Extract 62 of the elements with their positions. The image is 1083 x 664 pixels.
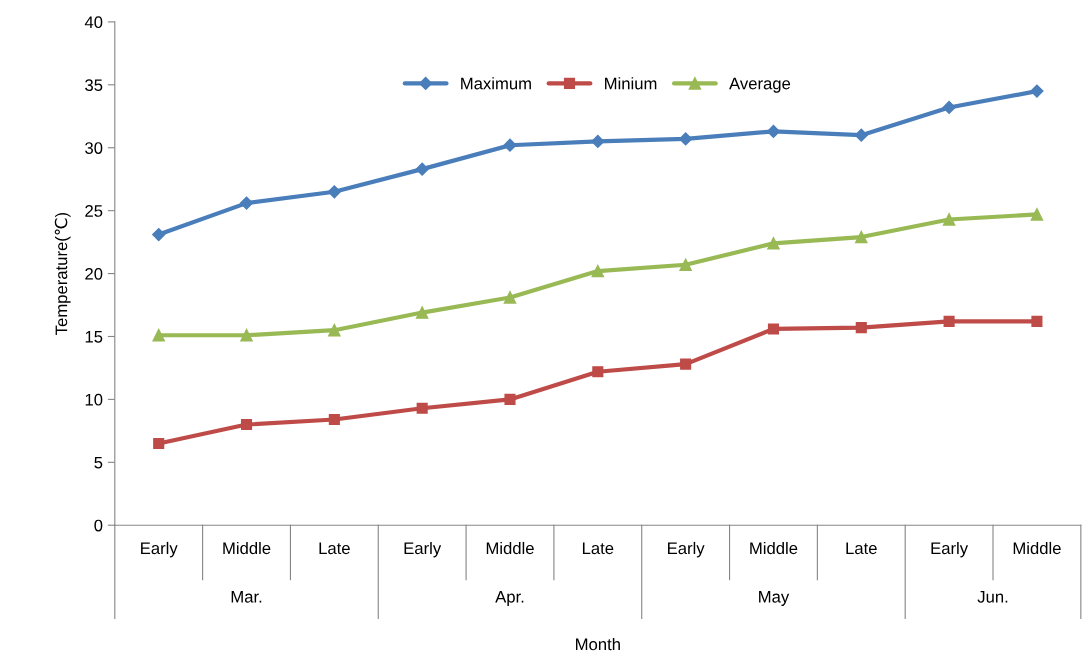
point bbox=[152, 328, 165, 342]
point bbox=[855, 322, 867, 334]
x-tick-label: Late bbox=[846, 542, 877, 555]
point bbox=[239, 196, 254, 210]
text: Jun. bbox=[977, 591, 1008, 603]
point bbox=[767, 237, 780, 250]
x-tick-label: Early bbox=[404, 541, 442, 558]
text: Mar. bbox=[231, 591, 262, 603]
point bbox=[766, 124, 781, 138]
y-axis-title: Temperature(℃) bbox=[54, 212, 71, 335]
point bbox=[503, 291, 517, 304]
point bbox=[1030, 208, 1044, 221]
y-tick-label: 5 bbox=[94, 456, 103, 469]
point bbox=[1031, 315, 1043, 327]
point bbox=[503, 138, 517, 152]
y-tick-label: 35 bbox=[85, 79, 103, 92]
point bbox=[679, 132, 693, 146]
legend-label: Maximum bbox=[461, 77, 531, 90]
point bbox=[591, 134, 605, 149]
y-tick-label: 0 bbox=[94, 519, 103, 532]
legend-label: Minium bbox=[605, 77, 657, 90]
point bbox=[153, 437, 165, 449]
point bbox=[152, 227, 166, 242]
y-tick-label: 40 bbox=[84, 16, 103, 29]
text: Apr. bbox=[495, 591, 524, 606]
x-tick-label: Middle bbox=[750, 541, 798, 555]
point bbox=[1030, 84, 1044, 98]
x-tick-label: Late bbox=[582, 542, 614, 555]
point bbox=[415, 306, 429, 319]
x-axis-title: Month bbox=[576, 637, 620, 651]
legend-label: Average bbox=[729, 77, 791, 93]
x-tick-label: Early bbox=[141, 541, 178, 558]
x-tick-label: Middle bbox=[486, 541, 534, 555]
point bbox=[240, 328, 253, 342]
point bbox=[680, 358, 692, 370]
point bbox=[854, 128, 868, 142]
point bbox=[855, 230, 868, 244]
point bbox=[592, 366, 604, 378]
point bbox=[767, 323, 780, 335]
text: May bbox=[759, 591, 790, 606]
point bbox=[504, 393, 516, 405]
point bbox=[415, 162, 429, 176]
point bbox=[942, 100, 956, 115]
point bbox=[240, 419, 253, 431]
point bbox=[942, 213, 956, 226]
point bbox=[591, 264, 605, 278]
y-tick-label: 30 bbox=[85, 142, 103, 154]
y-tick-label: 15 bbox=[85, 331, 103, 343]
point bbox=[328, 413, 340, 426]
point bbox=[327, 185, 341, 199]
y-tick-label: 20 bbox=[85, 267, 103, 280]
y-tick-label: 25 bbox=[85, 205, 103, 217]
point bbox=[943, 315, 955, 327]
x-tick-label: Middle bbox=[1013, 541, 1061, 555]
y-tick-label: 10 bbox=[85, 393, 103, 406]
x-tick-label: Late bbox=[319, 542, 350, 555]
point bbox=[328, 323, 341, 337]
x-tick-label: Middle bbox=[223, 541, 271, 555]
x-tick-label: Early bbox=[668, 541, 705, 558]
point bbox=[416, 402, 428, 414]
point bbox=[679, 258, 692, 272]
x-tick-label: Early bbox=[931, 541, 969, 558]
